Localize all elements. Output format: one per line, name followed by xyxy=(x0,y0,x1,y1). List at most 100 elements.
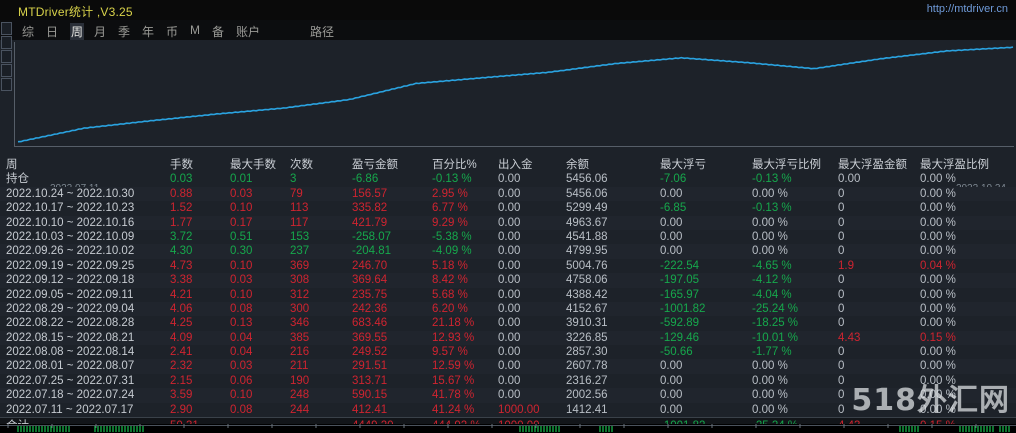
cell-最大浮盈比例: 0.00 % xyxy=(920,230,956,243)
cell-盈亏金额: 683.46 xyxy=(352,317,388,330)
table-row[interactable]: 2022.09.19 ~ 2022.09.25 4.73 0.10 369 246.70… xyxy=(0,259,1016,273)
cell-次数: 308 xyxy=(290,274,310,287)
table-row[interactable]: 2022.08.08 ~ 2022.08.14 2.41 0.04 216 249.52… xyxy=(0,345,1016,359)
cell-盈亏金额: -204.81 xyxy=(352,245,392,258)
cell-手数: 3.38 xyxy=(170,274,193,287)
column-header: 手数 xyxy=(170,159,193,171)
cell-周: 2022.08.08 ~ 2022.08.14 xyxy=(6,346,135,359)
cell-最大浮亏: 0.00 xyxy=(660,230,683,243)
cell-次数: 113 xyxy=(290,202,309,215)
cell-最大浮亏比例: 0.00 % xyxy=(752,216,788,229)
tab-1[interactable]: 日 xyxy=(46,23,58,40)
cell-最大浮亏比例: 0.00 % xyxy=(752,389,788,402)
table-row[interactable]: 2022.08.22 ~ 2022.08.28 4.25 0.13 346 683.46… xyxy=(0,316,1016,330)
cell-最大浮盈金额: 0 xyxy=(838,302,845,315)
statistics-table: 周 手数 最大手数 次数 盈亏金额 百分比% 出入金 余额 最大浮亏 最大浮亏比例 最大浮盈金额 最大… xyxy=(0,158,1016,433)
cell-周: 2022.08.15 ~ 2022.08.21 xyxy=(6,331,135,344)
edge-button-1[interactable] xyxy=(1,22,12,35)
cell-手数: 2.15 xyxy=(170,374,193,387)
edge-button-2[interactable] xyxy=(1,36,12,49)
table-header-row: 周 手数 最大手数 次数 盈亏金额 百分比% 出入金 余额 最大浮亏 最大浮亏比例 最大浮盈金额 最大… xyxy=(0,158,1016,172)
cell-次数: 300 xyxy=(290,302,310,315)
table-row[interactable]: 2022.10.17 ~ 2022.10.23 1.52 0.10 113 335.82… xyxy=(0,201,1016,215)
tab-9[interactable]: 账户 xyxy=(236,23,260,40)
cell-最大浮盈比例: 0.00 % xyxy=(920,187,956,200)
table-row[interactable]: 持仓 0.03 0.01 3 -6.86 -0.13 % 0.00 5456.06 -7.06 -… xyxy=(0,172,1016,186)
cell-出入金: 1000.00 xyxy=(498,403,540,416)
website-link[interactable]: http://mtdriver.cn xyxy=(926,3,1008,15)
cell-次数: 79 xyxy=(290,187,303,200)
cell-出入金: 0.00 xyxy=(498,230,521,243)
table-row[interactable]: 2022.10.10 ~ 2022.10.16 1.77 0.17 117 421.79… xyxy=(0,215,1016,230)
tab-0[interactable]: 综 xyxy=(22,23,34,40)
table-row[interactable]: 2022.07.11 ~ 2022.07.17 2.90 0.08 244 412.41… xyxy=(0,403,1016,417)
cell-周: 2022.08.29 ~ 2022.09.04 xyxy=(6,302,135,315)
cell-百分比%: 2.95 % xyxy=(432,187,468,200)
cell-最大浮亏: -222.54 xyxy=(660,259,700,272)
cell-余额: 5299.49 xyxy=(566,202,608,215)
table-row[interactable]: 2022.09.12 ~ 2022.09.18 3.38 0.03 308 369.64… xyxy=(0,273,1016,288)
cell-最大浮盈比例: 0.00 % xyxy=(920,317,956,330)
cell-百分比%: 6.20 % xyxy=(432,302,468,315)
cell-最大浮亏: -197.05 xyxy=(660,274,700,287)
cell-最大浮盈比例: 0.00 % xyxy=(920,360,956,373)
cell-最大浮亏比例: -10.01 % xyxy=(752,331,799,344)
cell-盈亏金额: 369.55 xyxy=(352,331,388,344)
cell-出入金: 0.00 xyxy=(498,302,521,315)
cell-百分比%: 41.78 % xyxy=(432,389,475,402)
tab-10[interactable]: 路径 xyxy=(310,23,334,40)
tab-label: 月 xyxy=(94,25,107,39)
cell-最大浮亏: -6.85 xyxy=(660,202,687,215)
cell-周: 2022.07.25 ~ 2022.07.31 xyxy=(6,374,135,387)
tab-6[interactable]: 币 xyxy=(166,23,178,40)
cell-最大浮盈比例: 0.00 % xyxy=(920,245,956,258)
cell-最大手数: 0.03 xyxy=(230,274,253,287)
tab-8[interactable]: 备 xyxy=(212,23,224,40)
table-row[interactable]: 2022.08.29 ~ 2022.09.04 4.06 0.08 300 242.36… xyxy=(0,301,1016,317)
cell-最大浮盈比例: 0.00 % xyxy=(920,173,956,186)
cell-出入金: 0.00 xyxy=(498,274,521,287)
edge-button-5[interactable] xyxy=(1,78,12,91)
cell-百分比%: 41.24 % xyxy=(432,403,475,416)
cell-周: 2022.10.03 ~ 2022.10.09 xyxy=(6,230,135,243)
cell-最大浮盈金额: 0 xyxy=(838,274,845,287)
cell-手数: 0.03 xyxy=(170,173,193,186)
cell-周: 持仓 xyxy=(6,173,29,186)
tab-3[interactable]: 月 xyxy=(94,23,106,40)
table-row[interactable]: 2022.08.15 ~ 2022.08.21 4.09 0.04 385 369.55… xyxy=(0,330,1016,346)
cell-盈亏金额: 421.79 xyxy=(352,216,388,229)
cell-最大浮亏比例: 0.00 % xyxy=(752,187,788,200)
tab-5[interactable]: 年 xyxy=(142,23,154,40)
table-row[interactable]: 2022.08.01 ~ 2022.08.07 2.32 0.03 211 291.51… xyxy=(0,359,1016,374)
cell-最大手数: 0.08 xyxy=(230,302,253,315)
cell-最大浮盈金额: 0 xyxy=(838,374,845,387)
cell-周: 2022.09.26 ~ 2022.10.02 xyxy=(6,245,135,258)
edge-button-4[interactable] xyxy=(1,64,12,77)
tab-7[interactable]: M xyxy=(190,23,200,37)
table-row[interactable]: 2022.09.05 ~ 2022.09.11 4.21 0.10 312 235.75… xyxy=(0,288,1016,302)
cell-最大手数: 0.01 xyxy=(230,173,253,186)
tab-2[interactable]: 周 xyxy=(70,23,85,40)
table-row[interactable]: 2022.07.25 ~ 2022.07.31 2.15 0.06 190 313.71… xyxy=(0,374,1016,388)
tab-label: 综 xyxy=(22,25,35,39)
cell-最大浮盈比例: 0.00 % xyxy=(920,202,956,215)
table-row[interactable]: 2022.10.24 ~ 2022.10.30 0.88 0.03 79 156.57 2… xyxy=(0,186,1016,202)
table-row[interactable]: 2022.09.26 ~ 2022.10.02 4.30 0.30 237 -204.8… xyxy=(0,244,1016,259)
edge-button-3[interactable] xyxy=(1,50,12,63)
cell-百分比%: 15.67 % xyxy=(432,374,475,387)
column-header: 最大浮亏比例 xyxy=(752,159,821,171)
column-header: 盈亏金额 xyxy=(352,159,398,171)
table-row[interactable]: 2022.07.18 ~ 2022.07.24 3.59 0.10 248 590.15… xyxy=(0,388,1016,403)
tab-label: 季 xyxy=(118,25,131,39)
column-header: 周 xyxy=(6,159,18,171)
cell-余额: 4152.67 xyxy=(566,302,608,315)
cell-最大浮盈金额: 4.43 xyxy=(838,331,861,344)
cell-最大手数: 0.04 xyxy=(230,331,253,344)
table-row[interactable]: 2022.10.03 ~ 2022.10.09 3.72 0.51 153 -258.0… xyxy=(0,230,1016,244)
tab-4[interactable]: 季 xyxy=(118,23,130,40)
cell-周: 2022.10.24 ~ 2022.10.30 xyxy=(6,187,135,200)
column-header: 余额 xyxy=(566,159,589,171)
cell-出入金: 0.00 xyxy=(498,389,521,402)
cell-次数: 244 xyxy=(290,403,310,416)
tab-label: 路径 xyxy=(310,25,335,39)
